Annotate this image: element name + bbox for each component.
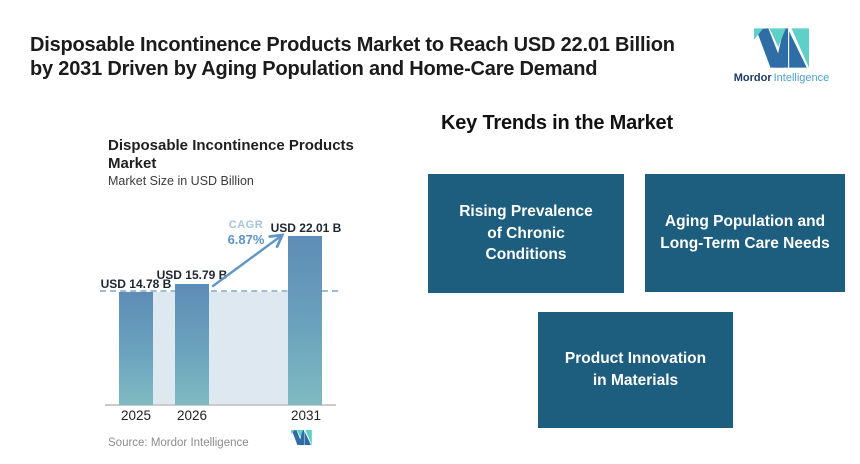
chart-x-axis-line [105,404,336,406]
bar-value-label-2031: USD 22.01 B [270,221,342,235]
brand-name-secondary: Intelligence [773,72,830,84]
bar-2025 [119,292,153,405]
mordor-mini-logo-icon [291,430,312,445]
chart-source: Source: Mordor Intelligence [108,433,338,451]
trend-box-aging-population: Aging Population and Long-Term Care Need… [645,174,845,292]
trend-box-chronic-conditions: Rising Prevalence of Chronic Conditions [428,174,624,293]
bar-value-label-2026: USD 15.79 B [156,268,228,282]
cagr-label: CAGR [228,219,264,231]
bar-value-label-2025: USD 14.78 B [100,277,172,291]
brand-logo: Mordor Intelligence [729,28,834,84]
chart-subtitle: Market Size in USD Billion [108,174,254,188]
cagr-annotation: CAGR 6.87% [217,219,275,247]
page-title-line2: by 2031 Driven by Aging Population and H… [30,58,598,80]
chart-title-line1: Disposable Incontinence Products [108,137,354,154]
page-title-line1: Disposable Incontinence Products Market … [30,34,675,56]
brand-name-primary: Mordor [733,72,772,84]
trend-box-product-innovation: Product Innovation in Materials [538,312,733,428]
chart-title-line2: Market [108,155,157,172]
chart-title: Disposable Incontinence Products Market [108,137,354,173]
x-tick-2031: 2031 [290,408,322,423]
x-tick-2025: 2025 [120,408,152,423]
bar-2026 [175,284,209,405]
page-title: Disposable Incontinence Products Market … [30,33,740,81]
mordor-intelligence-logo-icon [754,28,809,68]
key-trends-heading: Key Trends in the Market [441,112,673,134]
brand-wordmark: Mordor Intelligence [729,72,834,84]
bar-2031 [288,236,322,405]
growth-arrow-icon [211,233,285,288]
chart-reference-dashed-line [100,290,338,292]
x-tick-2026: 2026 [176,408,208,423]
source-text: Source: Mordor Intelligence [108,437,249,449]
cagr-value: 6.87% [227,232,265,247]
